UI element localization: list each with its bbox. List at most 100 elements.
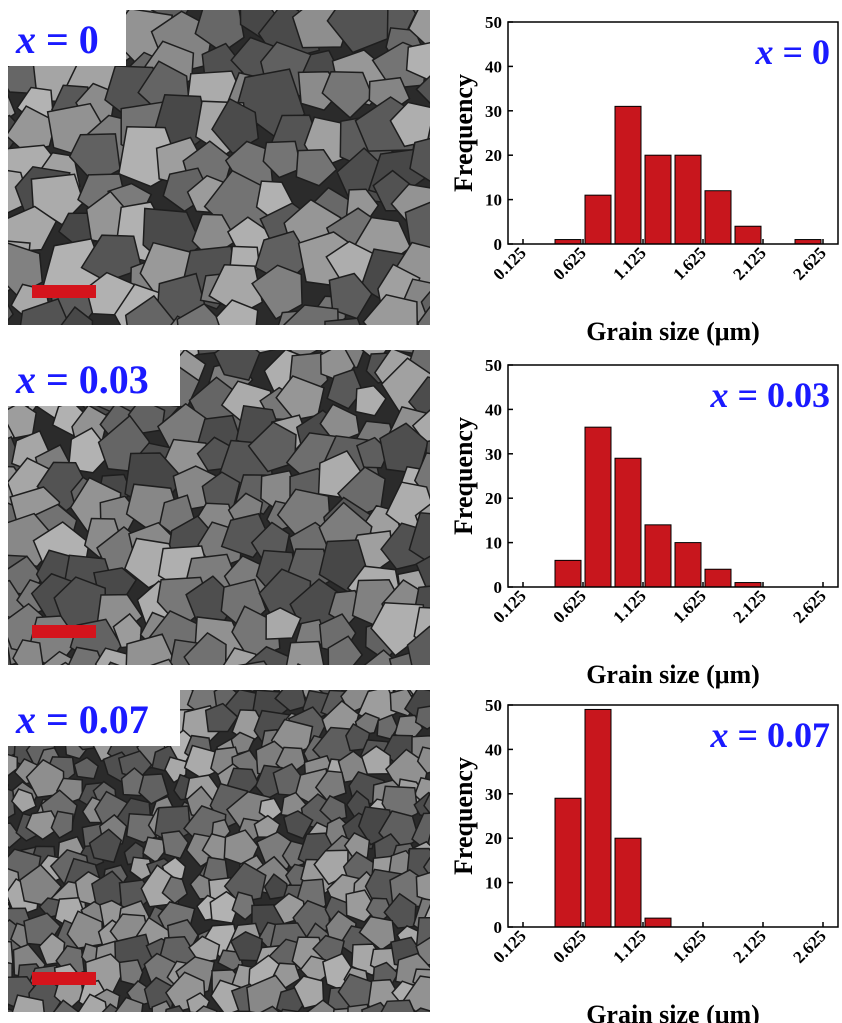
sem-grain <box>440 954 476 989</box>
x-tick-label: 2.625 <box>789 926 829 966</box>
sem-grain <box>444 676 467 699</box>
y-tick-label: 50 <box>485 13 502 32</box>
x-tick-label: 1.125 <box>609 586 649 626</box>
sem-grain <box>210 1012 239 1023</box>
sem-grain <box>4 665 32 690</box>
bar <box>615 106 641 244</box>
sem-grain <box>451 387 484 417</box>
sem-grain <box>432 689 467 728</box>
sem-grain <box>12 995 46 1023</box>
y-tick-label: 50 <box>485 356 502 375</box>
bar <box>615 458 641 587</box>
figure: x = 0010203040500.1250.6251.1251.6252.12… <box>0 0 842 1023</box>
bar <box>675 543 701 587</box>
x-axis-label: Grain size (μm) <box>586 660 760 689</box>
bar <box>705 191 731 244</box>
y-tick-label: 50 <box>485 696 502 715</box>
sem-grain <box>238 665 260 692</box>
sem-grain <box>22 1013 54 1023</box>
sem-grain <box>432 941 473 974</box>
bar <box>585 709 611 927</box>
x-tick-label: 2.125 <box>729 243 769 283</box>
sem-grain <box>437 705 477 746</box>
sem-grain <box>416 705 445 729</box>
y-tick-label: 0 <box>494 918 503 937</box>
x-axis-label: Grain size (μm) <box>586 1000 760 1023</box>
x-tick-label: 2.625 <box>789 586 829 626</box>
sem-grain <box>435 1005 464 1023</box>
sem-grain <box>441 591 475 623</box>
sem-grain <box>437 645 488 696</box>
bar <box>555 798 581 927</box>
x-tick-label: 0.625 <box>549 243 589 283</box>
x-tick-label: 1.125 <box>609 926 649 966</box>
y-tick-label: 40 <box>485 400 502 419</box>
x-tick-label: 1.625 <box>669 926 709 966</box>
x-tick-label: 2.125 <box>729 586 769 626</box>
x-axis-label: Grain size (μm) <box>586 317 760 346</box>
y-tick-label: 10 <box>485 534 502 553</box>
x-tick-label: 2.625 <box>789 243 829 283</box>
bar <box>675 155 701 244</box>
bar <box>555 560 581 587</box>
sem-grain <box>443 322 482 364</box>
y-tick-label: 0 <box>494 235 503 254</box>
x-tick-label: 1.625 <box>669 243 709 283</box>
sem-grain <box>206 663 234 693</box>
sem-grain <box>421 273 490 335</box>
x-tick-label: 1.125 <box>609 243 649 283</box>
annotation: x = 0 <box>15 17 99 62</box>
sem-grain <box>232 1014 254 1023</box>
annotation: x = 0.07 <box>709 715 830 755</box>
sem-grain <box>41 324 72 351</box>
sem-grain <box>286 642 326 685</box>
y-tick-label: 20 <box>485 146 502 165</box>
annotation: x = 0.03 <box>709 375 830 415</box>
bar <box>645 155 671 244</box>
sem-grain <box>427 328 463 364</box>
bar <box>645 918 671 927</box>
sem-grain <box>24 1016 63 1023</box>
bar <box>705 569 731 587</box>
sem-grain <box>444 611 496 658</box>
x-tick-label: 0.625 <box>549 586 589 626</box>
y-tick-label: 30 <box>485 102 502 121</box>
bar <box>645 525 671 587</box>
sem-grain <box>0 841 7 872</box>
x-tick-label: 2.125 <box>729 926 769 966</box>
y-axis-label: Frequency <box>449 74 478 192</box>
sem-grain <box>445 672 488 711</box>
sem-grain <box>0 774 8 795</box>
annotation: x = 0.07 <box>15 697 149 742</box>
x-tick-label: 0.625 <box>549 926 589 966</box>
y-tick-label: 0 <box>494 578 503 597</box>
sem-grain <box>389 1019 426 1023</box>
sem-grain <box>273 663 304 693</box>
scale-bar <box>32 972 96 985</box>
sem-grain <box>440 881 466 913</box>
sem-grain <box>428 335 488 391</box>
y-axis-label: Frequency <box>449 417 478 535</box>
sem-grain <box>405 1017 446 1023</box>
y-tick-label: 30 <box>485 445 502 464</box>
bar <box>585 427 611 587</box>
sem-grain <box>433 991 459 1017</box>
y-tick-label: 20 <box>485 489 502 508</box>
scale-bar <box>32 625 96 638</box>
y-tick-label: 10 <box>485 191 502 210</box>
y-axis-label: Frequency <box>449 757 478 875</box>
bar <box>615 838 641 927</box>
sem-grain <box>340 1018 366 1023</box>
sem-grain <box>433 313 489 369</box>
y-tick-label: 30 <box>485 785 502 804</box>
sem-grain <box>0 858 9 881</box>
sem-grain <box>429 0 481 29</box>
sem-grain <box>0 0 4 30</box>
scale-bar <box>32 285 96 298</box>
y-tick-label: 40 <box>485 57 502 76</box>
sem-grain <box>438 917 467 951</box>
y-tick-label: 40 <box>485 740 502 759</box>
bar <box>735 226 761 244</box>
bar <box>585 195 611 244</box>
y-tick-label: 20 <box>485 829 502 848</box>
